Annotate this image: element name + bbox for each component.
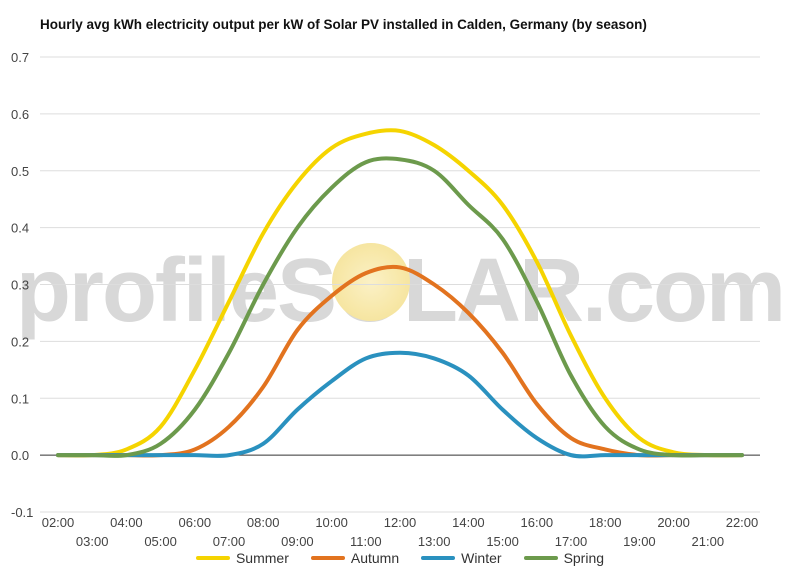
- x-tick-label: 16:00: [521, 515, 554, 530]
- legend: Summer Autumn Winter Spring: [0, 550, 800, 566]
- series-lines: [56, 128, 744, 459]
- x-tick-label: 15:00: [486, 534, 519, 549]
- y-tick-label: 0.2: [11, 334, 29, 349]
- x-tick-label: 06:00: [179, 515, 212, 530]
- x-tick-label: 04:00: [110, 515, 143, 530]
- x-tick-label: 12:00: [384, 515, 417, 530]
- legend-label: Spring: [563, 550, 605, 566]
- x-tick-label: 18:00: [589, 515, 622, 530]
- y-tick-label: -0.1: [11, 505, 33, 520]
- x-tick-label: 17:00: [555, 534, 588, 549]
- x-tick-label: 20:00: [657, 515, 690, 530]
- gridlines: [40, 56, 760, 513]
- sun-logo-icon: [332, 243, 410, 321]
- x-axis-ticks: 02:0003:0004:0005:0006:0007:0008:0009:00…: [42, 515, 759, 549]
- legend-swatch: [421, 556, 456, 560]
- y-tick-label: 0.6: [11, 107, 29, 122]
- x-tick-label: 02:00: [42, 515, 75, 530]
- y-tick-label: 0.4: [11, 221, 29, 236]
- x-tick-label: 14:00: [452, 515, 485, 530]
- legend-label: Autumn: [350, 550, 400, 566]
- x-tick-label: 10:00: [315, 515, 348, 530]
- y-tick-label: 0.5: [11, 164, 29, 179]
- series-line-summer: [56, 128, 744, 458]
- x-tick-label: 08:00: [247, 515, 280, 530]
- legend-item-spring[interactable]: Spring: [523, 550, 605, 566]
- y-tick-label: 0.7: [11, 50, 29, 65]
- x-tick-label: 03:00: [76, 534, 109, 549]
- legend-item-winter[interactable]: Winter: [421, 550, 502, 566]
- x-tick-label: 19:00: [623, 534, 656, 549]
- x-tick-label: 07:00: [213, 534, 246, 549]
- legend-swatch: [523, 556, 558, 560]
- legend-label: Winter: [461, 550, 502, 566]
- x-tick-label: 22:00: [726, 515, 759, 530]
- y-axis-ticks: -0.1 0.0 0.1 0.2 0.3 0.4 0.5 0.6 0.7: [11, 50, 33, 520]
- y-tick-label: 0.3: [11, 278, 29, 293]
- legend-swatch: [310, 556, 345, 560]
- y-tick-label: 0.1: [11, 391, 29, 406]
- series-line-winter: [56, 350, 744, 459]
- x-tick-label: 11:00: [350, 534, 382, 549]
- x-tick-label: 21:00: [692, 534, 725, 549]
- legend-item-autumn[interactable]: Autumn: [310, 550, 400, 566]
- legend-item-summer[interactable]: Summer: [195, 550, 289, 566]
- series-line-spring: [56, 156, 744, 458]
- x-tick-label: 09:00: [281, 534, 314, 549]
- x-tick-label: 05:00: [144, 534, 177, 549]
- chart-title: Hourly avg kWh electricity output per kW…: [40, 17, 647, 32]
- y-tick-label: 0.0: [11, 448, 29, 463]
- x-tick-label: 13:00: [418, 534, 451, 549]
- legend-swatch: [195, 556, 230, 560]
- legend-label: Summer: [235, 550, 289, 566]
